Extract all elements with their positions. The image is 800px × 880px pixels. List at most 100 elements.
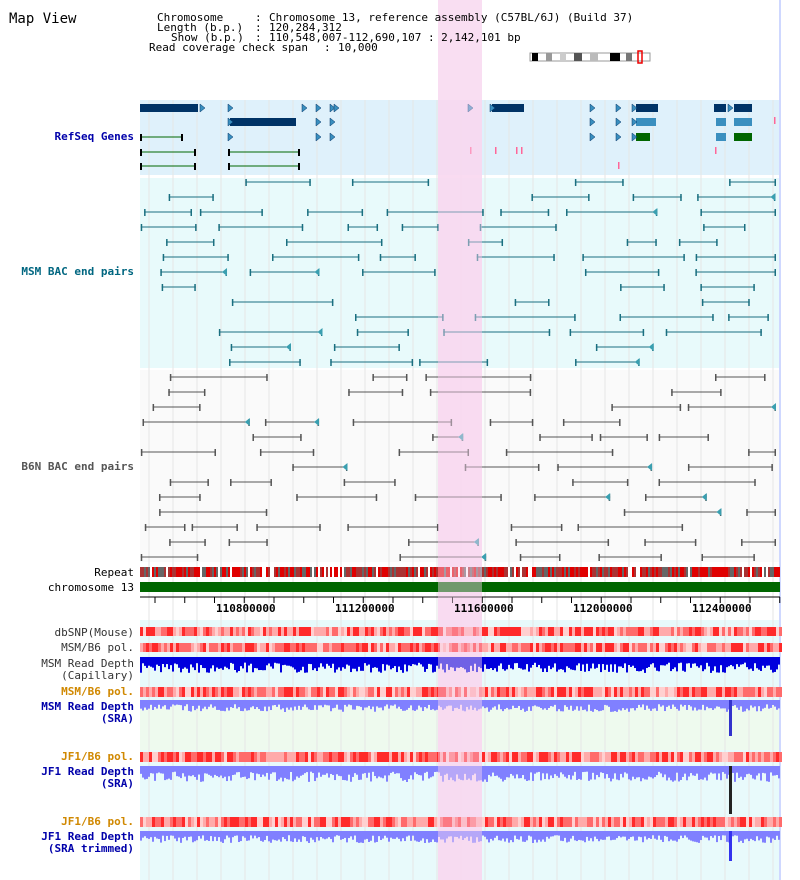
heat-cell bbox=[725, 817, 728, 827]
repeat-segment bbox=[508, 567, 510, 577]
depth-bar bbox=[376, 831, 378, 842]
heat-cell bbox=[638, 627, 641, 636]
depth-bar bbox=[624, 700, 626, 710]
heat-cell bbox=[512, 627, 515, 636]
depth-bar bbox=[264, 700, 266, 707]
depth-bar bbox=[484, 831, 486, 837]
depth-bar bbox=[776, 700, 778, 710]
depth-bar bbox=[398, 657, 400, 667]
depth-bar bbox=[348, 657, 350, 666]
heat-cell bbox=[776, 687, 779, 697]
repeat-segment bbox=[754, 567, 756, 577]
depth-bar bbox=[664, 657, 666, 666]
heat-cell bbox=[329, 627, 332, 636]
heat-cell bbox=[446, 643, 449, 652]
heat-cell bbox=[713, 752, 716, 762]
heat-cell bbox=[464, 752, 467, 762]
depth-bar bbox=[502, 700, 504, 712]
heat-cell bbox=[281, 817, 284, 827]
depth-bar bbox=[708, 657, 710, 667]
repeat-segment bbox=[188, 567, 190, 577]
repeat-segment bbox=[518, 567, 520, 577]
axis-tick-label: 111600000 bbox=[454, 602, 514, 615]
heat-cell bbox=[188, 817, 191, 827]
depth-bar bbox=[288, 700, 290, 710]
repeat-segment bbox=[668, 567, 670, 577]
depth-bar bbox=[576, 831, 578, 842]
track-label-refseq-genes[interactable]: RefSeq Genes bbox=[54, 130, 134, 143]
depth-bar bbox=[480, 831, 482, 842]
depth-bar bbox=[530, 657, 532, 668]
heat-cell bbox=[392, 627, 395, 636]
depth-bar bbox=[438, 766, 440, 773]
bac-end-marker bbox=[716, 508, 722, 516]
repeat-segment bbox=[378, 567, 380, 577]
heat-cell bbox=[146, 817, 149, 827]
depth-bar bbox=[450, 831, 452, 837]
heat-cell bbox=[599, 817, 602, 827]
track-label-b6n-bac[interactable]: B6N BAC end pairs bbox=[21, 460, 134, 473]
bac-end bbox=[231, 299, 234, 306]
bac-end bbox=[427, 179, 430, 186]
heat-cell bbox=[716, 643, 719, 652]
depth-bar bbox=[426, 700, 428, 709]
depth-bar bbox=[760, 766, 762, 781]
depth-bar bbox=[318, 766, 320, 773]
repeat-segment bbox=[572, 567, 574, 577]
heat-cell bbox=[569, 627, 572, 636]
depth-bar bbox=[212, 766, 214, 778]
depth-bar bbox=[152, 657, 154, 668]
heat-cell bbox=[770, 817, 773, 827]
heat-cell bbox=[410, 627, 413, 636]
depth-bar bbox=[654, 700, 656, 709]
track-label-msm-depth-cap-sub: (Capillary) bbox=[61, 669, 134, 682]
track-label-msm-bac[interactable]: MSM BAC end pairs bbox=[21, 265, 134, 278]
depth-bar bbox=[350, 700, 352, 706]
bac-end bbox=[230, 344, 233, 351]
repeat-segment bbox=[500, 567, 502, 577]
depth-bar bbox=[378, 700, 380, 708]
heat-cell bbox=[701, 817, 704, 827]
depth-bar bbox=[160, 831, 162, 843]
repeat-segment bbox=[674, 567, 676, 577]
depth-bar bbox=[758, 657, 760, 670]
depth-bar bbox=[508, 700, 510, 710]
heat-cell bbox=[377, 752, 380, 762]
depth-bar bbox=[184, 831, 186, 837]
depth-bar bbox=[384, 766, 386, 776]
depth-bar bbox=[642, 657, 644, 670]
heat-cell bbox=[563, 627, 566, 636]
heat-cell bbox=[365, 627, 368, 636]
heat-cell bbox=[173, 643, 176, 652]
depth-bar bbox=[754, 831, 756, 842]
heat-cell bbox=[257, 643, 260, 652]
bac-end bbox=[595, 344, 598, 351]
depth-bar bbox=[228, 831, 230, 838]
bac-end bbox=[671, 389, 673, 396]
track-label-msm-b6-pol-2: MSM/B6 pol. bbox=[61, 685, 134, 698]
depth-bar bbox=[210, 766, 212, 776]
depth-bar bbox=[290, 766, 292, 772]
depth-bar bbox=[572, 831, 574, 836]
depth-bar bbox=[652, 657, 654, 664]
depth-bar bbox=[666, 766, 668, 781]
depth-bar bbox=[374, 766, 376, 776]
repeat-segment bbox=[470, 567, 472, 577]
depth-bar bbox=[632, 766, 634, 777]
depth-bar bbox=[204, 657, 206, 669]
depth-bar bbox=[254, 657, 256, 669]
repeat-segment bbox=[612, 567, 614, 577]
repeat-segment bbox=[292, 567, 294, 577]
depth-bar bbox=[220, 831, 222, 842]
depth-bar bbox=[382, 766, 384, 779]
heat-cell bbox=[743, 817, 746, 827]
depth-bar bbox=[516, 700, 518, 708]
depth-bar bbox=[388, 700, 390, 709]
depth-bar bbox=[748, 831, 750, 842]
depth-bar bbox=[318, 657, 320, 668]
heat-cell bbox=[566, 643, 569, 652]
heat-cell bbox=[440, 752, 443, 762]
depth-bar bbox=[714, 700, 716, 709]
bac-end bbox=[199, 494, 201, 501]
gene-exon bbox=[140, 149, 142, 156]
